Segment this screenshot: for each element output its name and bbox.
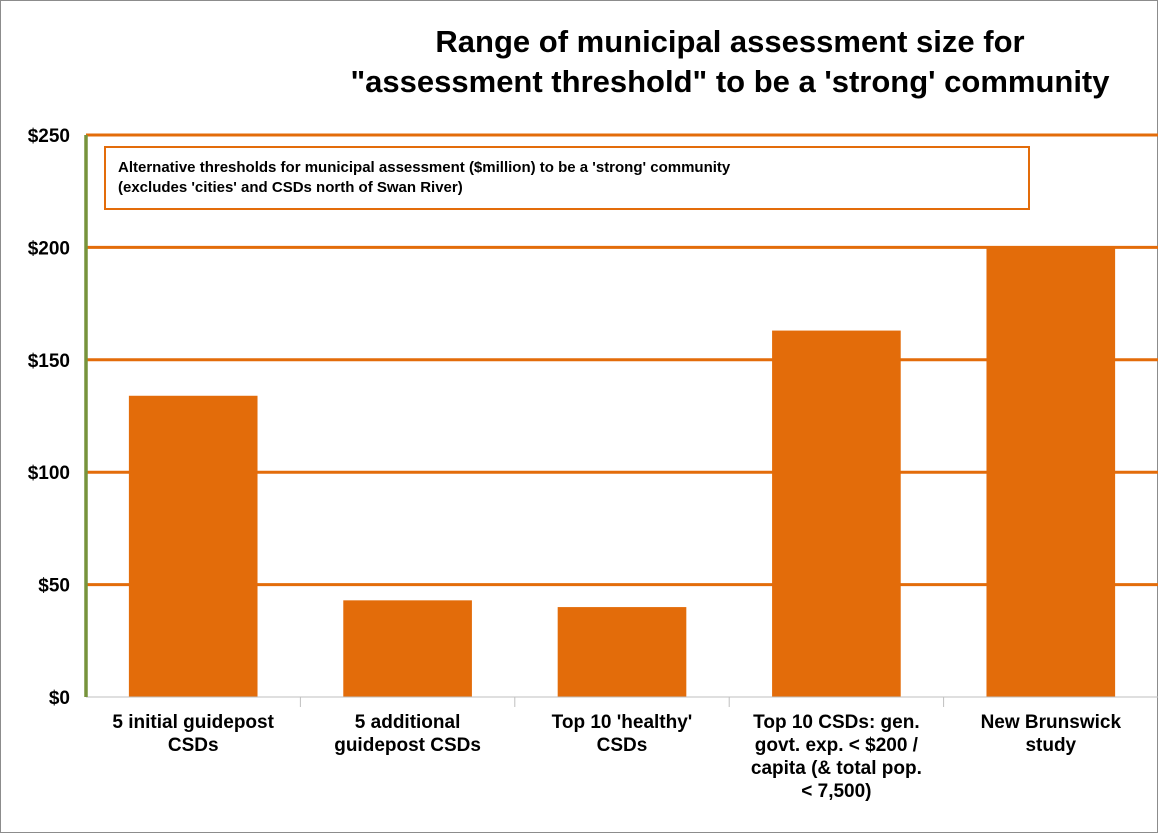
x-tick-label-line: study: [1025, 735, 1077, 756]
x-tick-label: Top 10 'healthy' CSDs: [522, 711, 722, 757]
x-tick-label-line: 5 initial guidepost: [112, 712, 274, 733]
x-tick-label-line: Top 10 CSDs: gen.: [753, 712, 920, 733]
y-tick-label: $250: [28, 126, 70, 147]
annotation-box: Alternative thresholds for municipal ass…: [104, 146, 1030, 210]
x-tick-label-line: govt. exp. < $200 /: [754, 735, 918, 756]
x-tick-label-line: < 7,500): [801, 781, 872, 802]
x-tick-label-line: 5 additional: [354, 712, 461, 733]
x-tick-label-line: CSDs: [596, 735, 648, 756]
x-tick-label-line: capita (& total pop.: [750, 758, 922, 779]
x-tick-label-line: CSDs: [167, 735, 219, 756]
y-tick-label: $0: [49, 688, 70, 709]
annotation-line-1: Alternative thresholds for municipal ass…: [118, 159, 731, 176]
y-tick-label: $200: [28, 238, 70, 259]
bar: [557, 607, 687, 697]
chart-title: Range of municipal assessment size for "…: [300, 22, 1158, 102]
x-tick-label: New Brunswick study: [951, 711, 1151, 757]
bar: [986, 247, 1116, 697]
y-tick-label: $150: [28, 351, 70, 372]
x-tick-label-line: guidepost CSDs: [334, 735, 481, 756]
x-tick-label: Top 10 CSDs: gen. govt. exp. < $200 /capi…: [736, 711, 936, 803]
x-tick-label: 5 additional guidepost CSDs: [308, 711, 508, 757]
y-tick-label: $50: [38, 576, 70, 597]
y-tick-label: $100: [28, 463, 70, 484]
annotation-line-2: (excludes 'cities' and CSDs north of Swa…: [118, 179, 463, 196]
x-tick-label-line: New Brunswick: [980, 712, 1122, 733]
chart-title-line-2: "assessment threshold" to be a 'strong' …: [350, 64, 1110, 99]
x-tick-label-line: Top 10 'healthy': [551, 712, 693, 733]
bar: [343, 600, 472, 697]
bar: [128, 395, 258, 697]
chart-title-line-1: Range of municipal assessment size for: [435, 24, 1025, 59]
x-tick-label: 5 initial guidepost CSDs: [93, 711, 293, 757]
bar: [772, 330, 901, 697]
